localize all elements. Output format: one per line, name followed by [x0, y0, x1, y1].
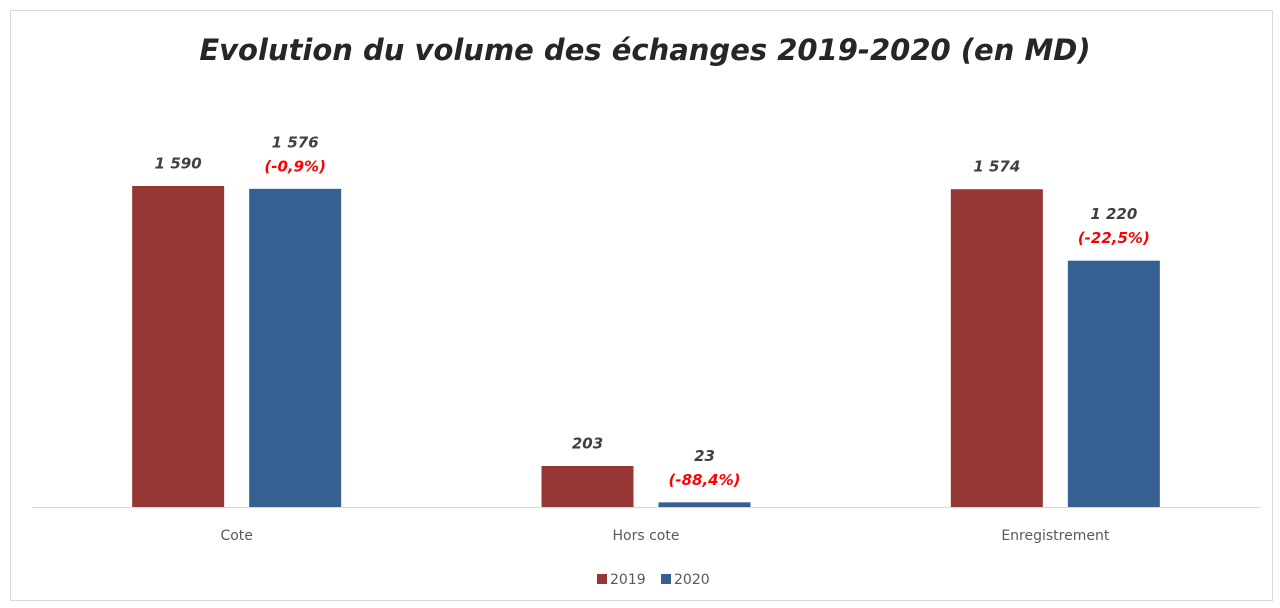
bar — [950, 189, 1043, 507]
value-label: 1 220 — [1090, 205, 1137, 223]
value-label: 23 — [694, 447, 715, 465]
change-label: (-88,4%) — [669, 471, 741, 489]
legend-swatch — [597, 574, 607, 584]
x-tick-label: Cote — [220, 528, 252, 544]
change-label: (-22,5%) — [1078, 229, 1150, 247]
value-label: 203 — [572, 435, 603, 453]
bar — [541, 466, 634, 507]
chart-title: Evolution du volume des échanges 2019-20… — [199, 33, 1090, 67]
change-label: (-0,9%) — [264, 157, 326, 175]
value-label: 1 576 — [272, 133, 319, 151]
x-tick-label: Hors cote — [613, 528, 680, 544]
legend-swatch — [661, 574, 671, 584]
legend-label: 2019 — [610, 572, 646, 588]
bar — [132, 186, 225, 507]
bar — [249, 188, 342, 507]
value-label: 1 574 — [973, 158, 1020, 176]
legend-label: 2020 — [674, 572, 710, 588]
bar — [658, 502, 751, 507]
bar — [1067, 260, 1160, 507]
x-tick-label: Enregistrement — [1001, 528, 1110, 544]
value-label: 1 590 — [155, 155, 202, 173]
